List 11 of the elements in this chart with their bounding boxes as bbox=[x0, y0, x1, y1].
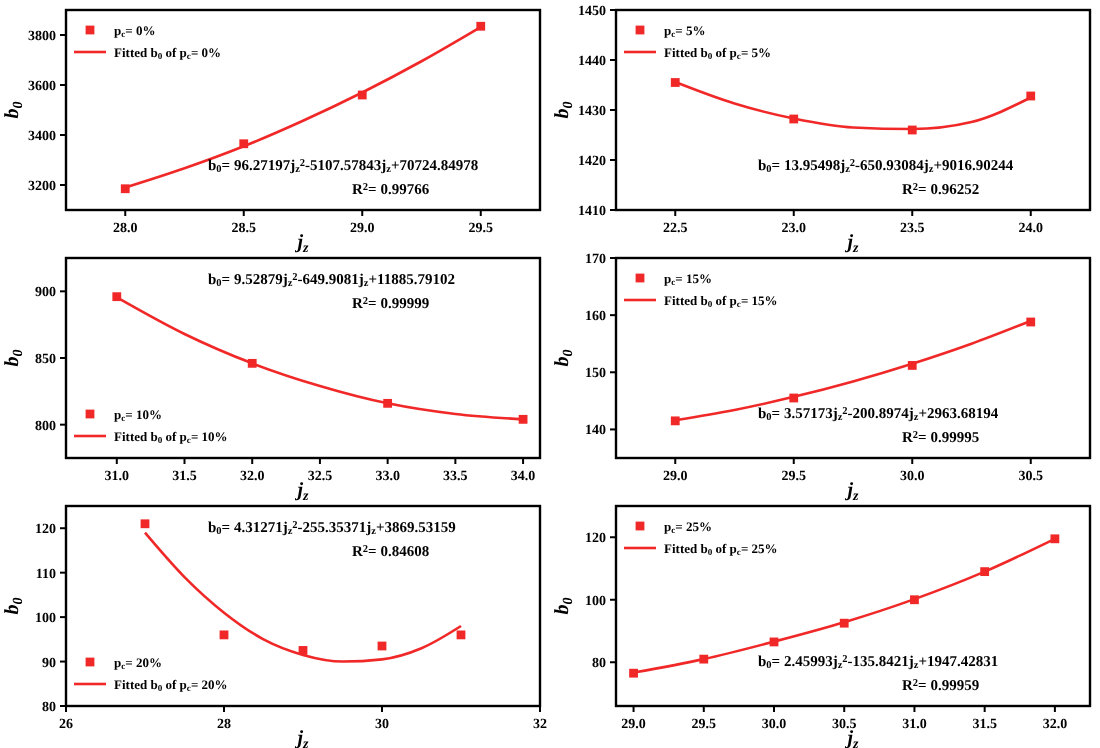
x-axis-title: j$_{z}$ bbox=[843, 728, 860, 748]
x-axis-title: j$_{z}$ bbox=[293, 232, 310, 256]
x-axis-title: j$_{z}$ bbox=[293, 480, 310, 504]
point bbox=[219, 630, 229, 640]
point bbox=[456, 630, 466, 640]
point bbox=[120, 184, 130, 194]
point bbox=[140, 519, 150, 529]
point bbox=[629, 668, 638, 678]
x-axis-title: j$_{z}$ bbox=[843, 480, 860, 504]
x-axis-title: j$_{z}$ bbox=[293, 728, 310, 748]
x-axis-title: j$_{z}$ bbox=[843, 232, 860, 256]
